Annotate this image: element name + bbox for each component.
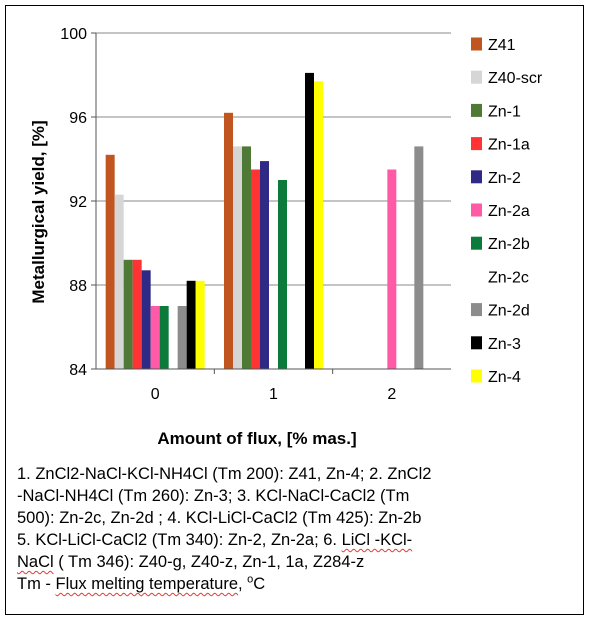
bar [186,280,196,369]
bar [195,280,205,369]
bar [260,161,269,369]
bar [314,81,323,370]
axes: 84 88 92 96 100 0 1 2 [60,26,451,403]
flux-notes: 1. ZnCl2-NaCl-KCl-NH4Cl (Tm 200): Z41, Z… [17,463,577,595]
figure-frame [5,5,584,615]
legend-label: Zn-2 [488,170,521,187]
note-text: , [238,575,248,593]
y-tick-label: 96 [69,110,87,127]
note-text: ( Tm 346): Z40-g, Z40-z, Zn-1, 1a, Z284-… [53,553,365,571]
note-line: NaCl ( Tm 346): Z40-g, Z40-z, Zn-1, 1a, … [17,551,577,573]
bar [305,72,314,370]
note-text: C [253,575,266,593]
legend-swatch [471,70,482,84]
note-text: Flux melting temperature [55,575,239,593]
bar [105,154,115,369]
note-line: -NaCl-NH4Cl (Tm 260): Zn-3; 3. KCl-NaCl-… [17,487,410,505]
legend-swatch [471,369,482,383]
y-tick-label: 100 [60,26,87,43]
legend-swatch [471,37,482,51]
bar [387,169,397,369]
bar [123,259,133,369]
legend-label: Zn-2c [488,269,529,286]
legend-label: Zn-2d [488,303,530,320]
y-tick-label: 92 [69,194,87,211]
note-line: Tm - Flux melting temperature, oC [17,573,577,595]
legend-label: Zn-1 [488,103,521,120]
legend-label: Z41 [488,37,516,54]
bar [132,259,142,369]
bar [224,112,233,370]
bar [242,146,251,369]
bar-chart: 84 88 92 96 100 0 1 2 Z41 Z40-scr Zn-1 Zn-1a Zn-2 Zn… [29,26,543,448]
note-text: LiCl -KCl- [341,531,413,549]
legend-label: Zn-1a [488,137,530,154]
bar [150,306,160,369]
bars-layer [105,72,424,370]
note-text: 5. KCl-LiCl-CaCl2 (Tm 340): Zn-2, Zn-2a;… [17,531,342,549]
y-tick-label: 88 [69,278,87,295]
legend: Z41 Z40-scr Zn-1 Zn-1a Zn-2 Zn-2a Zn-2b Zn-2c Zn… [471,37,543,386]
legend-label: Zn-3 [488,336,521,353]
legend-swatch [471,303,482,317]
legend-swatch [471,170,482,184]
note-line: 500): Zn-2c, Zn-2d ; 4. KCl-LiCl-CaCl2 (… [17,509,422,527]
legend-label: Zn-2a [488,203,530,220]
y-tick-label: 84 [69,362,87,379]
note-line: 5. KCl-LiCl-CaCl2 (Tm 340): Zn-2, Zn-2a;… [17,529,577,551]
legend-swatch [471,236,482,250]
legend-swatch [471,203,482,217]
degree-superscript: o [247,573,254,586]
bar [141,270,151,369]
legend-label: Zn-4 [488,369,521,386]
bar [177,306,187,369]
legend-swatch [471,103,482,117]
note-text: NaCl [17,553,54,571]
x-tick-label: 0 [151,386,160,403]
legend-swatch [471,269,482,283]
bar [278,180,287,369]
legend-swatch [471,137,482,151]
x-axis-label: Amount of flux, [% mas.] [157,429,356,448]
legend-swatch [471,336,482,350]
bar [233,146,242,369]
bar [159,306,169,369]
bar [251,169,260,369]
note-line: 1. ZnCl2-NaCl-KCl-NH4Cl (Tm 200): Z41, Z… [17,465,432,483]
bar [114,194,124,369]
x-tick-label: 2 [387,386,396,403]
bar [414,146,424,369]
y-axis-label: Metallurgical yield, [%] [29,120,48,303]
note-text: Tm - [17,575,56,593]
legend-label: Zn-2b [488,236,530,253]
x-tick-label: 1 [269,386,278,403]
legend-label: Z40-scr [488,70,543,87]
